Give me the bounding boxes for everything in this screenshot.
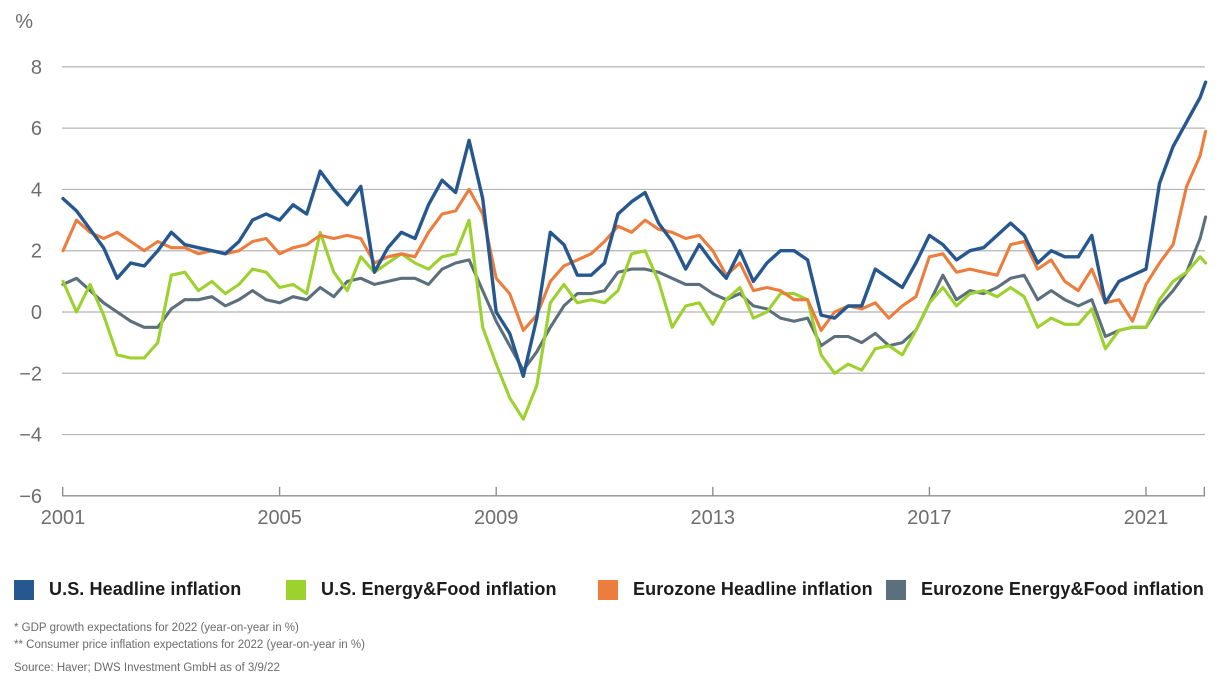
legend-label: Eurozone Energy&Food inflation bbox=[921, 579, 1204, 599]
y-tick-label: 0 bbox=[31, 302, 42, 324]
series-line-eurozone-headline-inflation bbox=[61, 129, 1208, 332]
footnote-cpi: ** Consumer price inflation expectations… bbox=[14, 639, 365, 651]
series-line-u-s-energy-food-inflation bbox=[61, 218, 1208, 421]
legend-label: Eurozone Headline inflation bbox=[633, 579, 873, 599]
y-tick-label: 8 bbox=[31, 57, 42, 79]
footnote-gdp: * GDP growth expectations for 2022 (year… bbox=[14, 622, 299, 634]
chart-legend: U.S. Headline inflation U.S. Energy&Food… bbox=[0, 579, 1232, 603]
us-headline-swatch-icon bbox=[14, 579, 34, 600]
x-tick-label-2021: 2021 bbox=[1124, 507, 1169, 529]
series-line-u-s-headline-inflation bbox=[61, 80, 1208, 378]
legend-label: U.S. Headline inflation bbox=[49, 579, 242, 599]
x-tick-label-2005: 2005 bbox=[257, 507, 302, 529]
y-tick-label: 4 bbox=[31, 179, 42, 201]
eurozone-headline-swatch-icon bbox=[598, 579, 618, 600]
legend-item-eurozone-headline: Eurozone Headline inflation bbox=[598, 579, 873, 600]
x-tick-label-2017: 2017 bbox=[907, 507, 952, 529]
y-tick-label: −6 bbox=[19, 486, 42, 508]
source-line: Source: Haver; DWS Investment GmbH as of… bbox=[14, 662, 280, 674]
series-line-eurozone-energy-food-inflation bbox=[61, 215, 1208, 372]
legend-item-us-energyfood: U.S. Energy&Food inflation bbox=[286, 579, 557, 600]
footnotes: * GDP growth expectations for 2022 (year… bbox=[14, 620, 365, 654]
legend-item-us-headline: U.S. Headline inflation bbox=[14, 579, 241, 600]
eurozone-energyfood-swatch-icon bbox=[886, 579, 906, 600]
x-tick-label-2009: 2009 bbox=[474, 507, 519, 529]
legend-label: U.S. Energy&Food inflation bbox=[321, 579, 557, 599]
y-tick-label: −4 bbox=[19, 425, 42, 447]
x-tick-label-2001: 2001 bbox=[41, 507, 86, 529]
us-energyfood-swatch-icon bbox=[286, 579, 306, 600]
y-tick-label: −2 bbox=[19, 363, 42, 385]
y-tick-label: 6 bbox=[31, 118, 42, 140]
y-tick-label: 2 bbox=[31, 241, 42, 263]
x-tick-label-2013: 2013 bbox=[691, 507, 736, 529]
y-axis-unit-label: % bbox=[15, 11, 33, 33]
legend-item-eurozone-energyfood: Eurozone Energy&Food inflation bbox=[886, 579, 1204, 600]
